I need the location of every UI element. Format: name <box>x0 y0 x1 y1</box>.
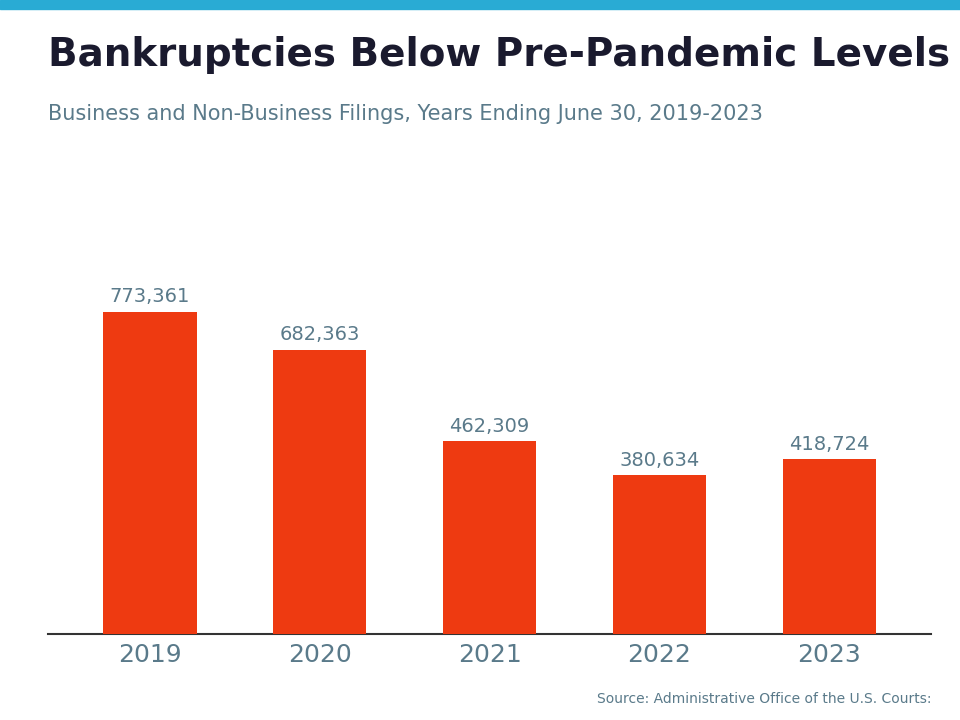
Bar <box>612 475 707 634</box>
Text: 418,724: 418,724 <box>789 435 870 454</box>
Text: 682,363: 682,363 <box>279 325 360 344</box>
Bar <box>104 312 197 634</box>
Text: Bankruptcies Below Pre-Pandemic Levels: Bankruptcies Below Pre-Pandemic Levels <box>48 36 950 74</box>
Text: 462,309: 462,309 <box>449 417 530 436</box>
Text: Business and Non-Business Filings, Years Ending June 30, 2019-2023: Business and Non-Business Filings, Years… <box>48 104 763 125</box>
Bar <box>782 459 876 634</box>
Bar <box>443 441 537 634</box>
Text: Source: Administrative Office of the U.S. Courts:: Source: Administrative Office of the U.S… <box>597 692 931 706</box>
Bar <box>273 350 367 634</box>
Text: 773,361: 773,361 <box>109 287 190 307</box>
Text: 380,634: 380,634 <box>619 451 700 470</box>
